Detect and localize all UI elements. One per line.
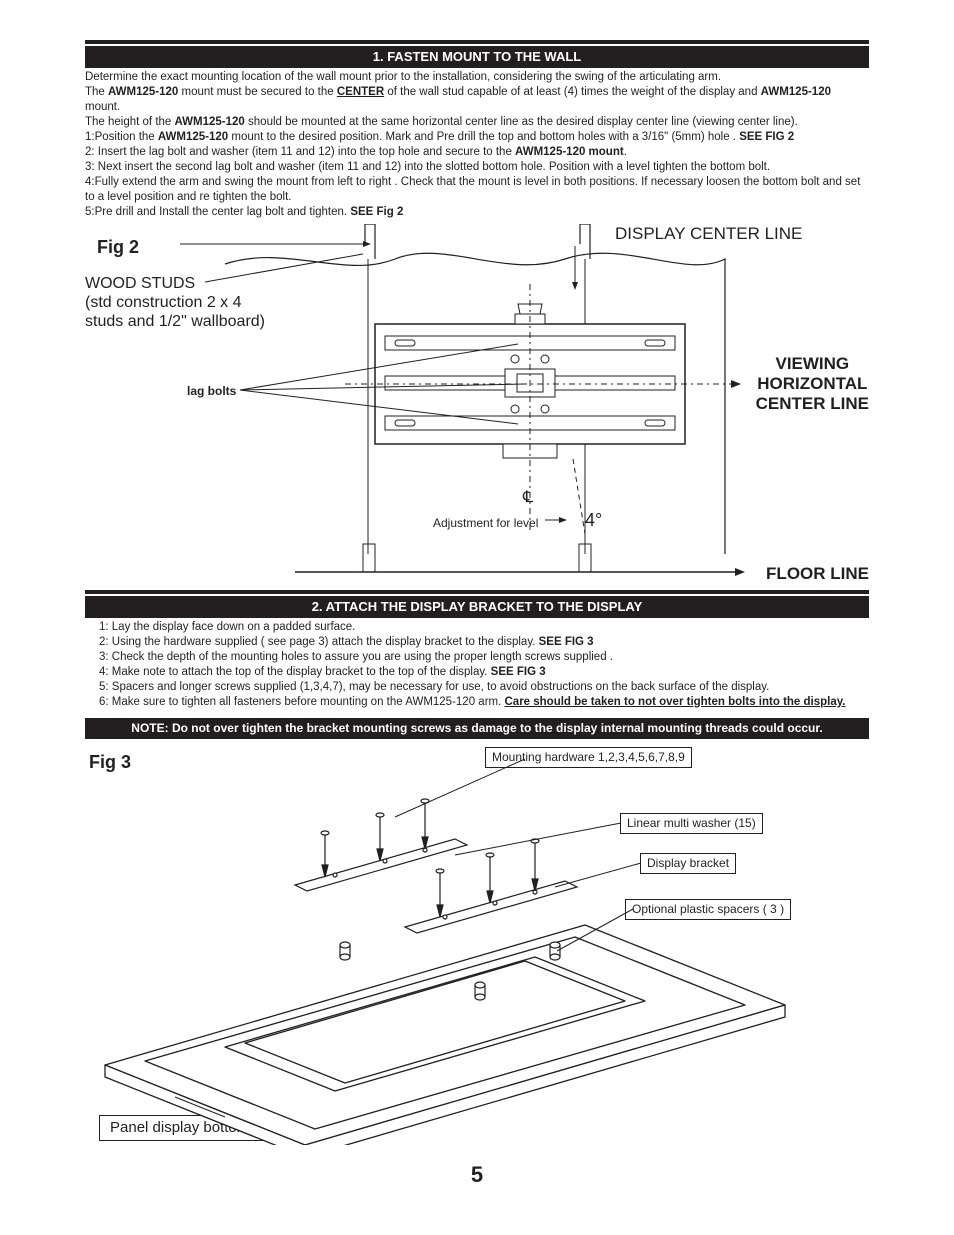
- s1-p3: The height of the AWM125-120 should be m…: [85, 115, 869, 130]
- section2-header: 2. ATTACH THE DISPLAY BRACKET TO THE DIS…: [85, 596, 869, 618]
- fig2-diagram: ℄: [85, 224, 865, 584]
- s1-p6: 3: Next insert the second lag bolt and w…: [85, 160, 869, 175]
- s1-p4: 1:Position the AWM125-120 mount to the d…: [85, 130, 869, 145]
- section1-body: Determine the exact mounting location of…: [85, 70, 869, 219]
- section2-note: NOTE: Do not over tighten the bracket mo…: [85, 718, 869, 739]
- s1-p1: Determine the exact mounting location of…: [85, 70, 869, 85]
- s1-p7: 4:Fully extend the arm and swing the mou…: [85, 175, 869, 205]
- fig3-area: Fig 3 Mounting hardware 1,2,3,4,5,6,7,8,…: [85, 745, 869, 1145]
- s1-p2: The AWM125-120 mount must be secured to …: [85, 85, 869, 115]
- svg-text:℄: ℄: [522, 489, 534, 506]
- s1-p5: 2: Insert the lag bolt and washer (item …: [85, 145, 869, 160]
- section1-header: 1. FASTEN MOUNT TO THE WALL: [85, 46, 869, 68]
- s2-l2: 2: Using the hardware supplied ( see pag…: [99, 635, 869, 650]
- page-number: 5: [85, 1161, 869, 1189]
- fig2-area: Fig 2 WOOD STUDS (std construction 2 x 4…: [85, 224, 869, 584]
- s2-l3: 3: Check the depth of the mounting holes…: [99, 650, 869, 665]
- section1-top-rule: [85, 40, 869, 44]
- s2-l4: 4: Make note to attach the top of the di…: [99, 665, 869, 680]
- fig3-diagram: [85, 745, 865, 1145]
- s2-l6: 6: Make sure to tighten all fasteners be…: [99, 695, 869, 710]
- s2-l5: 5: Spacers and longer screws supplied (1…: [99, 680, 869, 695]
- section2-body: 1: Lay the display face down on a padded…: [85, 620, 869, 710]
- s2-l1: 1: Lay the display face down on a padded…: [99, 620, 869, 635]
- section2-top-rule: [85, 590, 869, 594]
- s1-p8: 5:Pre drill and Install the center lag b…: [85, 205, 869, 220]
